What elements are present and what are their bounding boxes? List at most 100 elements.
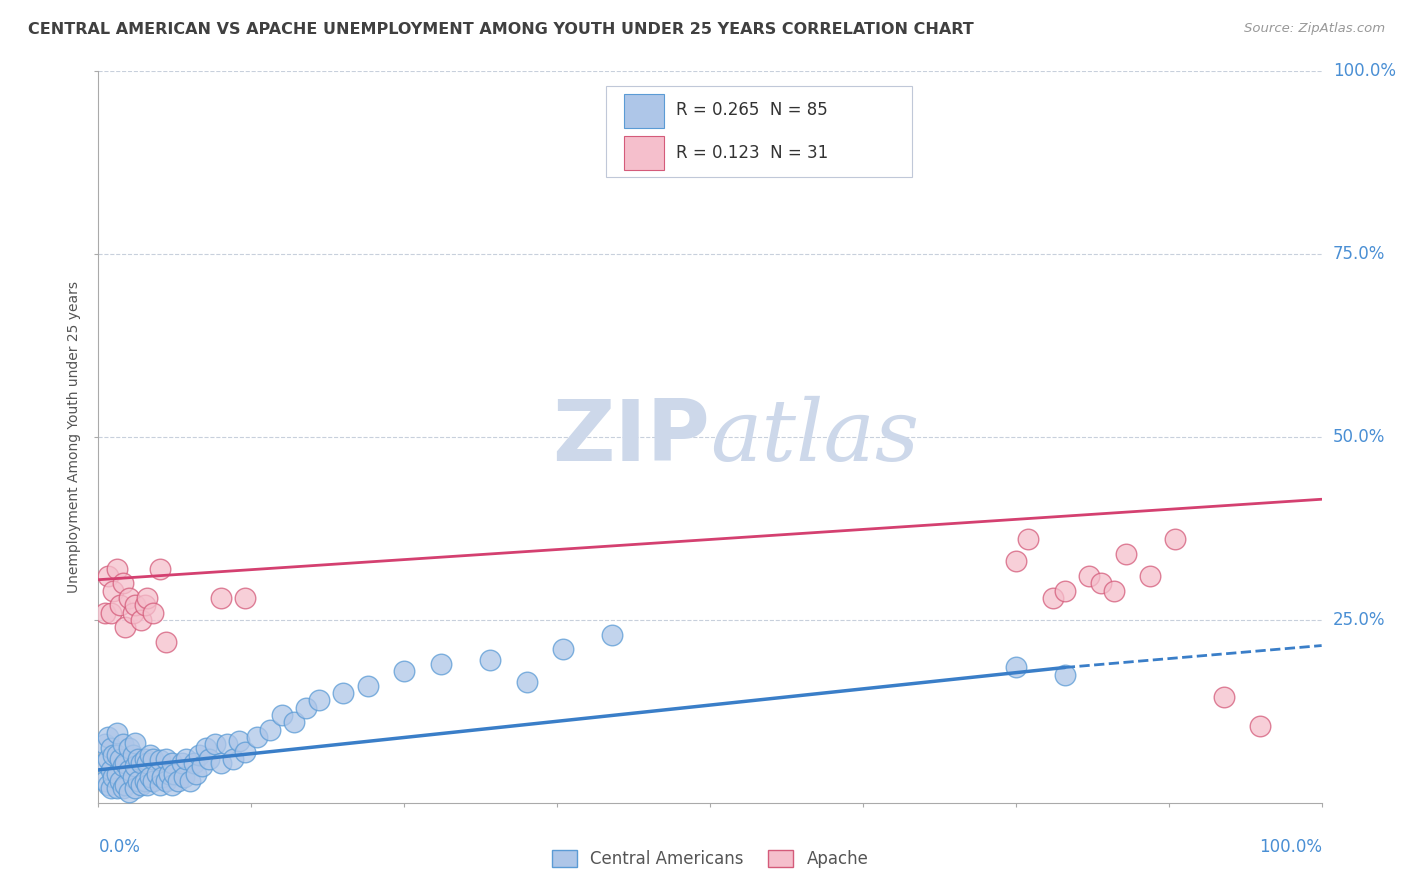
Point	[478, 653, 501, 667]
Point	[204, 737, 226, 751]
Point	[295, 700, 318, 714]
Text: Source: ZipAtlas.com: Source: ZipAtlas.com	[1244, 22, 1385, 36]
Point	[100, 740, 122, 755]
Point	[111, 759, 134, 773]
Point	[149, 562, 172, 576]
Point	[392, 664, 416, 678]
FancyBboxPatch shape	[624, 94, 664, 128]
Point	[163, 766, 186, 780]
Point	[1004, 554, 1026, 568]
Point	[124, 759, 146, 773]
Point	[191, 759, 214, 773]
Point	[129, 756, 152, 770]
Point	[97, 752, 120, 766]
Point	[118, 763, 141, 777]
Point	[259, 723, 281, 737]
Text: 100.0%: 100.0%	[1258, 838, 1322, 856]
Point	[105, 726, 128, 740]
Point	[186, 766, 208, 780]
Point	[233, 745, 256, 759]
Point	[1042, 591, 1064, 605]
Point	[1017, 533, 1039, 547]
Point	[111, 576, 134, 591]
Point	[332, 686, 354, 700]
Point	[195, 740, 218, 755]
Point	[155, 635, 177, 649]
Point	[215, 737, 238, 751]
Point	[105, 766, 128, 780]
Point	[110, 752, 132, 766]
Point	[124, 781, 146, 796]
Point	[173, 770, 195, 784]
Point	[146, 766, 169, 780]
Y-axis label: Unemployment Among Youth under 25 years: Unemployment Among Youth under 25 years	[67, 281, 82, 593]
Point	[283, 715, 305, 730]
Point	[124, 599, 146, 613]
Point	[101, 748, 124, 763]
Point	[187, 748, 209, 763]
Point	[1078, 569, 1101, 583]
Point	[228, 733, 250, 747]
Text: 100.0%: 100.0%	[1333, 62, 1396, 80]
Text: ZIP: ZIP	[553, 395, 710, 479]
Point	[270, 708, 294, 723]
Text: 75.0%: 75.0%	[1333, 245, 1385, 263]
Point	[100, 781, 122, 796]
Point	[127, 773, 149, 788]
Point	[1164, 533, 1187, 547]
Point	[111, 737, 134, 751]
Point	[110, 599, 132, 613]
Point	[136, 777, 159, 792]
Point	[105, 748, 128, 763]
Point	[136, 756, 159, 770]
Point	[121, 748, 143, 763]
Point	[124, 736, 146, 750]
Point	[1090, 576, 1112, 591]
Point	[97, 730, 120, 744]
Point	[155, 773, 177, 788]
Point	[134, 752, 156, 766]
Point	[160, 777, 183, 792]
Point	[222, 752, 245, 766]
Point	[118, 591, 141, 605]
Point	[136, 591, 159, 605]
Point	[100, 606, 122, 620]
Point	[160, 756, 183, 770]
Text: CENTRAL AMERICAN VS APACHE UNEMPLOYMENT AMONG YOUTH UNDER 25 YEARS CORRELATION C: CENTRAL AMERICAN VS APACHE UNEMPLOYMENT …	[28, 22, 974, 37]
Point	[179, 773, 201, 788]
Text: 0.0%: 0.0%	[98, 838, 141, 856]
Text: R = 0.265  N = 85: R = 0.265 N = 85	[676, 101, 828, 120]
Text: R = 0.123  N = 31: R = 0.123 N = 31	[676, 145, 828, 162]
Legend: Central Americans, Apache: Central Americans, Apache	[546, 844, 875, 875]
Point	[246, 730, 269, 744]
Point	[100, 763, 122, 777]
Point	[167, 773, 190, 788]
Point	[134, 599, 156, 613]
Point	[129, 613, 152, 627]
Point	[233, 591, 256, 605]
Point	[142, 752, 165, 766]
Point	[121, 770, 143, 784]
Point	[150, 770, 173, 784]
Text: atlas: atlas	[710, 396, 920, 478]
Text: 25.0%: 25.0%	[1333, 611, 1385, 629]
Point	[134, 773, 156, 788]
Text: 50.0%: 50.0%	[1333, 428, 1385, 446]
Point	[93, 737, 115, 751]
Point	[1249, 719, 1271, 733]
Point	[111, 781, 134, 796]
Point	[93, 773, 115, 788]
Point	[114, 756, 136, 770]
Point	[105, 562, 128, 576]
Point	[114, 777, 136, 792]
Point	[149, 777, 172, 792]
Point	[142, 606, 165, 620]
Point	[97, 777, 120, 792]
Point	[142, 773, 165, 788]
Point	[515, 675, 537, 690]
Point	[101, 583, 124, 598]
Point	[105, 781, 128, 796]
Point	[121, 606, 143, 620]
Point	[127, 752, 149, 766]
Point	[155, 752, 177, 766]
